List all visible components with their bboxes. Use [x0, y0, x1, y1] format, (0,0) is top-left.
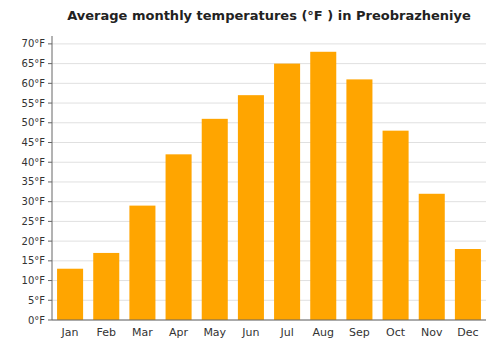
bar [419, 194, 445, 320]
y-tick [48, 221, 52, 222]
bar [93, 253, 119, 320]
y-tick-label: 70°F [22, 38, 46, 49]
grid-line [52, 142, 486, 143]
x-tick-label: Apr [169, 326, 189, 339]
grid-line [52, 63, 486, 64]
x-tick-label: May [203, 326, 226, 339]
y-tick-label: 30°F [22, 196, 46, 207]
y-tick [48, 241, 52, 242]
y-tick-label: 65°F [22, 58, 46, 69]
y-tick [48, 103, 52, 104]
chart-svg: Average monthly temperatures (°F ) in Pr… [0, 0, 500, 350]
y-tick-labels: 0°F 5°F 10°F 15°F 20°F 25°F 30°F 35°F 40°F 45°F 50… [22, 38, 52, 325]
bar [129, 206, 155, 320]
chart-container: Average monthly temperatures (°F ) in Pr… [0, 0, 500, 350]
y-tick [48, 122, 52, 123]
y-tick-label: 40°F [22, 157, 46, 168]
x-tick-label: Mar [132, 326, 153, 339]
bar [238, 95, 264, 320]
bar [455, 249, 481, 320]
y-tick-label: 55°F [22, 98, 46, 109]
y-tick [48, 63, 52, 64]
y-tick [48, 201, 52, 202]
x-axis-line [52, 320, 486, 321]
y-tick-label: 5°F [28, 295, 45, 306]
x-tick-label: Jul [279, 326, 293, 339]
y-grid [52, 44, 486, 320]
y-tick [48, 43, 52, 44]
y-tick [48, 300, 52, 301]
x-tick-label: Jan [61, 326, 79, 339]
x-tick-label: Oct [386, 326, 406, 339]
bar [274, 64, 300, 320]
x-tick-label: Dec [457, 326, 478, 339]
grid-line [52, 43, 486, 44]
x-tick-label: Sep [349, 326, 370, 339]
bar [346, 79, 372, 320]
y-tick-label: 50°F [22, 117, 46, 128]
y-tick-label: 25°F [22, 216, 46, 227]
grid-line [52, 83, 486, 84]
bar [57, 269, 83, 320]
y-tick [48, 162, 52, 163]
grid-line [52, 162, 486, 163]
y-tick-label: 60°F [22, 78, 46, 89]
y-tick [48, 181, 52, 182]
y-tick-label: 15°F [22, 255, 46, 266]
bar [310, 52, 336, 320]
x-tick-label: Feb [97, 326, 116, 339]
grid-line [52, 103, 486, 104]
x-tick-label: Aug [313, 326, 334, 339]
grid-line [52, 181, 486, 182]
y-tick [48, 83, 52, 84]
x-tick-labels: Jan Feb Mar Apr May Jun Jul Aug Sep Oct Nov Dec [61, 326, 479, 339]
y-tick [48, 280, 52, 281]
bar [383, 131, 409, 320]
bar [166, 154, 192, 320]
grid-line [52, 320, 486, 321]
chart-title: Average monthly temperatures (°F ) in Pr… [67, 8, 471, 23]
y-tick [48, 260, 52, 261]
y-tick-label: 0°F [28, 315, 45, 326]
y-tick-label: 35°F [22, 176, 46, 187]
grid-line [52, 122, 486, 123]
y-tick-label: 10°F [22, 275, 46, 286]
x-tick-label: Jun [241, 326, 259, 339]
y-tick [48, 320, 52, 321]
y-tick-label: 20°F [22, 236, 46, 247]
y-axis-line [52, 36, 53, 320]
y-tick [48, 142, 52, 143]
bar [202, 119, 228, 320]
x-tick-label: Nov [421, 326, 443, 339]
bars [57, 52, 481, 320]
y-tick-label: 45°F [22, 137, 46, 148]
